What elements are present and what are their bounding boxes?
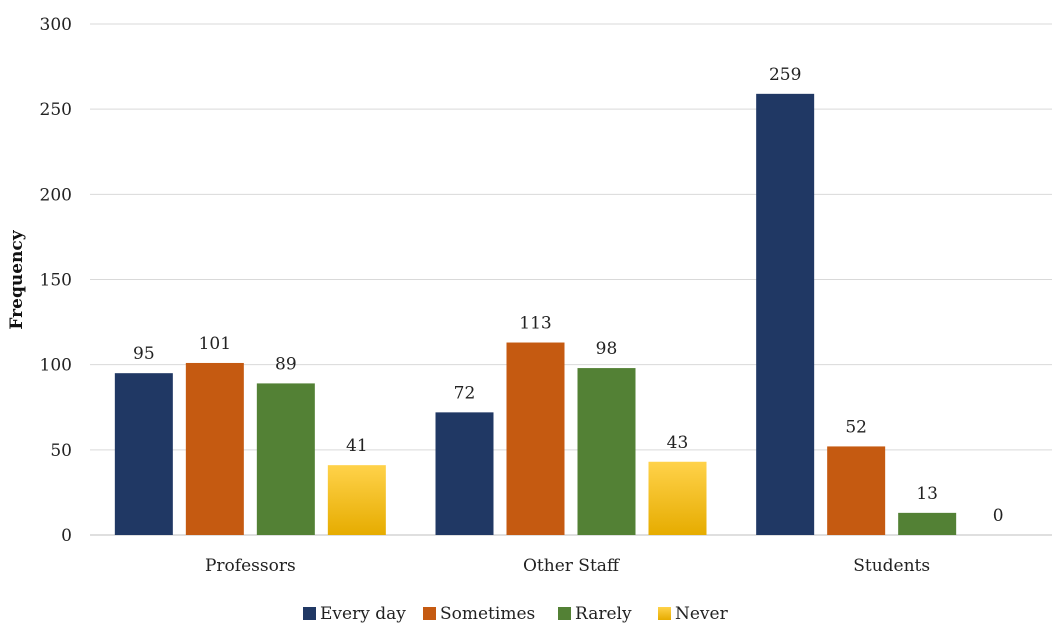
data-label: 41 (346, 436, 368, 456)
data-label: 98 (596, 339, 618, 359)
category-label: Students (853, 556, 930, 576)
legend-item-never: Never (658, 604, 729, 624)
y-axis-ticks: 0 50 100 150 200 250 300 (40, 15, 72, 546)
category-labels: Professors Other Staff Students (205, 556, 930, 576)
legend-item-sometimes: Sometimes (423, 604, 535, 624)
bar-rarely-students (898, 512, 957, 535)
bar-rarely-other-staff (577, 368, 636, 535)
bar-every-day-professors (114, 373, 173, 535)
bar-sometimes-professors (185, 362, 244, 535)
data-label: 0 (993, 506, 1004, 526)
legend-swatch (303, 607, 316, 620)
bar-never-other-staff (648, 461, 707, 535)
bar-every-day-students (756, 93, 815, 535)
data-label: 101 (199, 334, 231, 354)
y-tick-label: 50 (50, 441, 72, 461)
y-tick-label: 250 (40, 100, 72, 120)
bars (114, 93, 957, 535)
bar-never-professors (327, 465, 386, 535)
legend-swatch (558, 607, 571, 620)
bar-every-day-other-staff (435, 412, 494, 535)
data-label: 52 (845, 417, 867, 437)
legend-label: Never (675, 604, 729, 624)
data-label: 13 (916, 484, 938, 504)
legend-swatch (658, 607, 671, 620)
y-tick-label: 0 (61, 526, 72, 546)
data-label: 43 (667, 433, 689, 453)
legend-label: Sometimes (440, 604, 535, 624)
legend: Every day Sometimes Rarely Never (303, 604, 729, 624)
bar-sometimes-other-staff (506, 342, 565, 535)
data-label: 89 (275, 354, 297, 374)
y-tick-label: 150 (40, 271, 72, 291)
data-label: 72 (454, 383, 476, 403)
y-tick-label: 300 (40, 15, 72, 35)
data-label: 95 (133, 344, 155, 364)
gridlines (90, 23, 1052, 536)
legend-item-rarely: Rarely (558, 604, 632, 624)
y-tick-label: 100 (40, 356, 72, 376)
legend-label: Every day (320, 604, 406, 624)
y-tick-label: 200 (40, 185, 72, 205)
legend-swatch (423, 607, 436, 620)
bar-sometimes-students (827, 446, 886, 535)
legend-item-every-day: Every day (303, 604, 406, 624)
y-axis-title: Frequency (7, 229, 27, 329)
category-label: Other Staff (523, 556, 621, 576)
data-label: 113 (519, 314, 551, 334)
bar-rarely-professors (256, 383, 315, 535)
legend-label: Rarely (575, 604, 632, 624)
data-labels: 95 101 89 41 72 113 98 43 259 52 13 0 (133, 65, 1004, 526)
data-label: 259 (769, 65, 801, 85)
category-label: Professors (205, 556, 296, 576)
